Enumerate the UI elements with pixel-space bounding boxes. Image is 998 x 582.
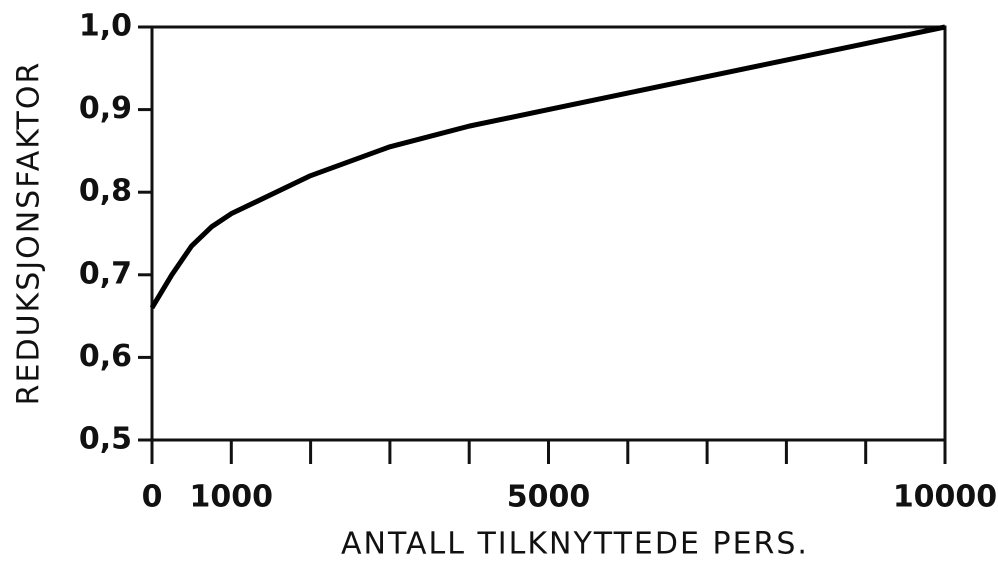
x-tick-label: 5000 — [507, 480, 591, 515]
y-axis-label: REDUKSJONSFAKTOR — [12, 61, 47, 406]
x-tick-label: 1000 — [190, 480, 274, 515]
data-line — [149, 24, 946, 310]
y-tick-label: 0,9 — [79, 91, 132, 126]
y-tick-label: 1,0 — [79, 9, 132, 44]
y-tick-label: 0,5 — [79, 422, 132, 457]
y-tick-label: 0,8 — [79, 174, 132, 209]
x-tick-label: 10000 — [893, 480, 997, 515]
y-tick-label: 0,7 — [79, 256, 132, 291]
plot-frame — [150, 25, 947, 442]
y-tick-label: 0,6 — [79, 339, 132, 374]
x-axis-label: ANTALL TILKNYTTEDE PERS. — [341, 527, 809, 562]
x-tick-label: 0 — [142, 480, 163, 515]
